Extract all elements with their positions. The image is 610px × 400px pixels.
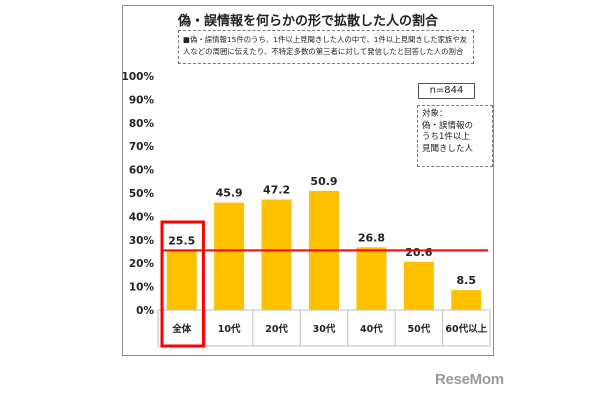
- category-label: 10代: [218, 323, 241, 335]
- value-label: 8.5: [457, 274, 477, 287]
- value-label: 26.8: [358, 231, 385, 244]
- value-label: 47.2: [263, 184, 290, 197]
- value-label: 50.9: [310, 175, 337, 188]
- category-label: 50代: [407, 323, 430, 335]
- chart-note: ■偽・誤情報15件のうち、1件以上見聞きした人の中で、1件以上見聞きした家族や友…: [178, 30, 474, 64]
- value-label: 45.9: [216, 187, 243, 200]
- category-labels: 全体 10代 20代 30代 40代 50代 60代以上: [171, 323, 487, 335]
- bar-3: [261, 199, 292, 310]
- category-label: 40代: [360, 323, 383, 335]
- value-label: 20.6: [405, 246, 432, 259]
- sample-size-label: n=844: [418, 83, 475, 99]
- category-label: 30代: [313, 323, 336, 335]
- chart-title: 偽・誤情報を何らかの形で拡散した人の割合: [177, 14, 438, 29]
- bar-5: [356, 247, 387, 310]
- axis-lines: [157, 309, 491, 347]
- value-labels: 25.5 45.9 47.2 50.9 26.8 20.6 8.5: [168, 175, 476, 287]
- bar-6: [403, 261, 434, 310]
- bar-1: [166, 250, 197, 310]
- y-tick-label: 90%: [129, 94, 155, 106]
- y-tick-label: 80%: [129, 118, 155, 130]
- y-tick-label: 70%: [129, 141, 155, 153]
- y-tick-label: 30%: [129, 235, 155, 247]
- highlight-box: [160, 220, 205, 348]
- category-label: 全体: [171, 323, 192, 335]
- y-axis-ticks: 100% 90% 80% 70% 60% 50% 40% 30% 20% 10% 0%: [122, 71, 155, 317]
- value-label: 25.5: [168, 234, 195, 247]
- y-tick-label: 40%: [129, 211, 155, 223]
- y-tick-label: 0%: [136, 305, 154, 317]
- target-note: 対象： 偽・誤情報の うち1件以上 見聞きした人: [417, 105, 493, 167]
- y-tick-label: 100%: [122, 71, 155, 83]
- category-label: 20代: [265, 323, 288, 335]
- bar-7: [451, 290, 482, 310]
- watermark-logo: ReseMom: [435, 371, 504, 388]
- y-tick-label: 10%: [129, 282, 155, 294]
- bar-2: [214, 202, 245, 310]
- category-label: 60代以上: [445, 323, 487, 335]
- y-tick-label: 20%: [129, 258, 155, 270]
- overlay: [160, 220, 488, 348]
- y-tick-label: 60%: [129, 165, 155, 177]
- y-tick-label: 50%: [129, 188, 155, 200]
